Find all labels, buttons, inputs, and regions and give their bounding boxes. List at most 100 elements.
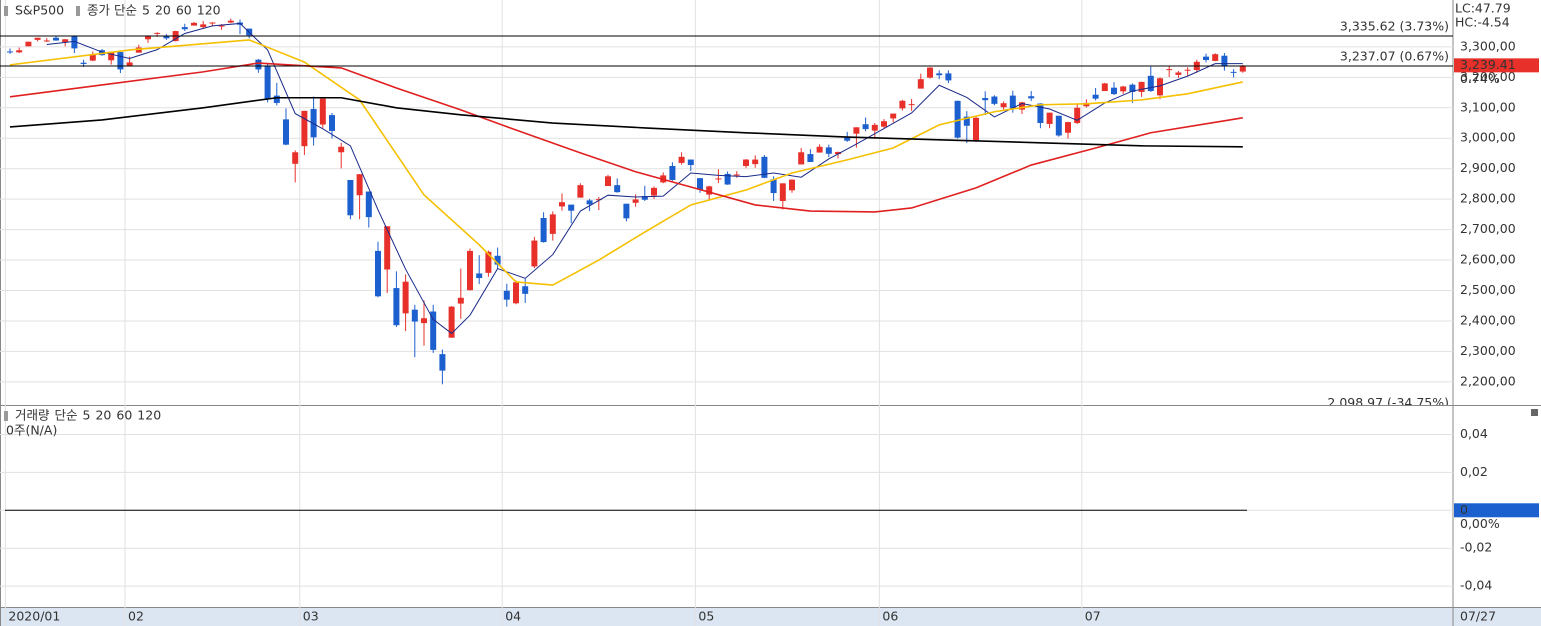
value-change: 0,00% xyxy=(1460,516,1500,531)
candle-body xyxy=(1221,55,1228,67)
cursor-date: 07/27 xyxy=(1460,609,1496,624)
candle-body xyxy=(835,151,841,155)
y-tick-label: 2,200,00 xyxy=(1460,373,1516,388)
candle-body xyxy=(108,51,115,61)
y-tick-label: 2,400,00 xyxy=(1460,312,1516,327)
legend-label: S&P500 xyxy=(15,3,64,18)
candle-body xyxy=(439,354,446,371)
y-tick-label: 0,04 xyxy=(1460,426,1488,441)
candle-body xyxy=(7,51,13,53)
candle-body xyxy=(411,309,418,322)
candle-body xyxy=(292,152,299,164)
candle-body xyxy=(678,156,685,163)
candle-body xyxy=(1101,83,1108,92)
candle-body xyxy=(733,174,740,176)
candle-body xyxy=(191,22,197,26)
y-tick-label: 2,800,00 xyxy=(1460,191,1516,206)
candle-body xyxy=(798,152,805,165)
candle-body xyxy=(329,115,335,131)
candle-body xyxy=(25,41,32,47)
candle-body xyxy=(1239,65,1246,72)
x-tick-label: 02 xyxy=(128,609,144,624)
reference-label: 2,098.97 (-34.75%) xyxy=(1327,395,1449,410)
candle-body xyxy=(540,218,547,243)
x-tick-label: 06 xyxy=(882,609,898,624)
candle-body xyxy=(457,297,464,304)
x-tick-label: 04 xyxy=(505,609,521,624)
y-tick-label: -0,02 xyxy=(1460,540,1492,555)
lc-label: LC:47.79 xyxy=(1455,1,1511,16)
candle-body xyxy=(1000,103,1007,108)
value-tag xyxy=(1454,503,1539,518)
candle-body xyxy=(356,174,363,196)
x-axis-strip xyxy=(0,607,1541,626)
candle-body xyxy=(936,73,943,76)
candle-body xyxy=(595,199,602,201)
candle-body xyxy=(301,110,308,147)
candle-body xyxy=(154,32,161,34)
candle-body xyxy=(421,318,427,324)
x-tick-label: 05 xyxy=(698,609,714,624)
candle-body xyxy=(1212,54,1219,61)
candle-body xyxy=(467,250,473,291)
candle-body xyxy=(1037,103,1044,124)
candle-body xyxy=(384,226,391,270)
candle-body xyxy=(927,67,933,78)
candle-body xyxy=(1175,72,1182,75)
x-tick-label: 2020/01 xyxy=(8,609,60,624)
candle-body xyxy=(1120,86,1127,92)
candle-body xyxy=(568,204,575,211)
candle-body xyxy=(577,185,584,198)
candle-body xyxy=(816,146,823,153)
candle-body xyxy=(954,100,961,138)
candle-body xyxy=(1065,122,1071,133)
price-change: 0.74% xyxy=(1460,71,1500,86)
candle-body xyxy=(430,311,437,350)
candle-body xyxy=(71,36,78,49)
candle-body xyxy=(881,121,887,127)
panel-button[interactable] xyxy=(1531,409,1538,416)
candle-body xyxy=(862,124,869,130)
candle-body xyxy=(62,39,69,43)
value-tag-label: 0 xyxy=(1460,502,1468,517)
y-tick-label: 2,900,00 xyxy=(1460,160,1516,175)
candle-body xyxy=(973,117,979,141)
candle-body xyxy=(145,36,151,40)
candle-body xyxy=(1157,78,1163,96)
y-tick-label: 0,02 xyxy=(1460,464,1488,479)
candle-body xyxy=(853,127,860,134)
legend-label: 거래량 xyxy=(15,408,50,423)
candle-body xyxy=(549,214,556,234)
candle-body xyxy=(375,250,381,297)
candle-body xyxy=(789,179,795,191)
candle-body xyxy=(1019,102,1025,110)
legend-label: 5 xyxy=(142,3,150,18)
candle-body xyxy=(1166,69,1173,71)
candle-body xyxy=(807,154,814,162)
legend-label: 120 xyxy=(137,408,161,423)
candle-body xyxy=(825,147,832,154)
y-tick-label: 2,500,00 xyxy=(1460,282,1516,297)
candle-body xyxy=(871,124,878,131)
legend-icon xyxy=(76,6,80,16)
candle-body xyxy=(513,282,519,304)
candle-body xyxy=(218,25,225,27)
reference-label: 3,335.62 (3.73%) xyxy=(1340,19,1449,34)
y-tick-label: 3,000,00 xyxy=(1460,130,1516,145)
candle-body xyxy=(402,281,409,314)
candle-body xyxy=(135,47,142,53)
candle-body xyxy=(770,179,777,194)
candle-body xyxy=(559,202,565,207)
moving-average xyxy=(9,62,1243,213)
candle-body xyxy=(347,179,354,216)
y-tick-label: 3,100,00 xyxy=(1460,99,1516,114)
legend-label: 60 xyxy=(116,408,132,423)
legend-icon xyxy=(4,6,8,16)
candle-body xyxy=(80,62,87,64)
candle-body xyxy=(1074,107,1081,124)
candle-body xyxy=(43,40,50,42)
x-tick-label: 07 xyxy=(1085,609,1101,624)
note: 0주(N/A) xyxy=(6,423,57,438)
candle-body xyxy=(522,286,529,294)
